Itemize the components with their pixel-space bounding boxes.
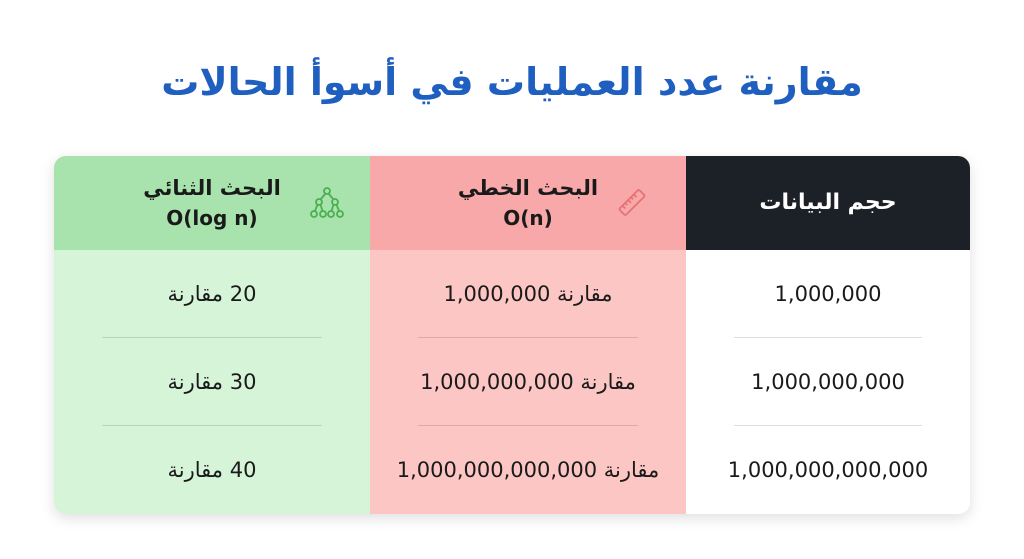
tree-icon	[310, 186, 344, 224]
size-row-2: 1,000,000,000	[686, 338, 970, 426]
binary-row-3: 40 مقارنة	[54, 426, 370, 514]
ruler-icon	[617, 188, 647, 222]
linear-row-2: مقارنة 1,000,000,000	[370, 338, 686, 426]
binary-row-2: 30 مقارنة	[54, 338, 370, 426]
binary-search-title: البحث الثنائي	[143, 173, 281, 203]
binary-search-header: البحث الثنائي O(log n)	[54, 156, 370, 250]
size-row-3: 1,000,000,000,000	[686, 426, 970, 514]
linear-row-1: مقارنة 1,000,000	[370, 250, 686, 338]
comparison-table: البحث الثنائي O(log n) 20 مقارنة 30 مقار…	[54, 156, 970, 514]
linear-search-header: البحث الخطي O(n)	[370, 156, 686, 250]
data-size-title: حجم البيانات	[759, 188, 896, 218]
data-size-column: حجم البيانات 1,000,000 1,000,000,000 1,0…	[686, 156, 970, 514]
linear-search-complexity: O(n)	[458, 203, 598, 233]
linear-search-column: البحث الخطي O(n) مقارنة 1,000,000 مقارنة…	[370, 156, 686, 514]
binary-row-1: 20 مقارنة	[54, 250, 370, 338]
binary-search-complexity: O(log n)	[143, 203, 281, 233]
data-size-header: حجم البيانات	[686, 156, 970, 250]
linear-row-3: مقارنة 1,000,000,000,000	[370, 426, 686, 514]
binary-search-column: البحث الثنائي O(log n) 20 مقارنة 30 مقار…	[54, 156, 370, 514]
linear-search-title: البحث الخطي	[458, 173, 598, 203]
page-title: مقارنة عدد العمليات في أسوأ الحالات	[0, 54, 1024, 110]
size-row-1: 1,000,000	[686, 250, 970, 338]
